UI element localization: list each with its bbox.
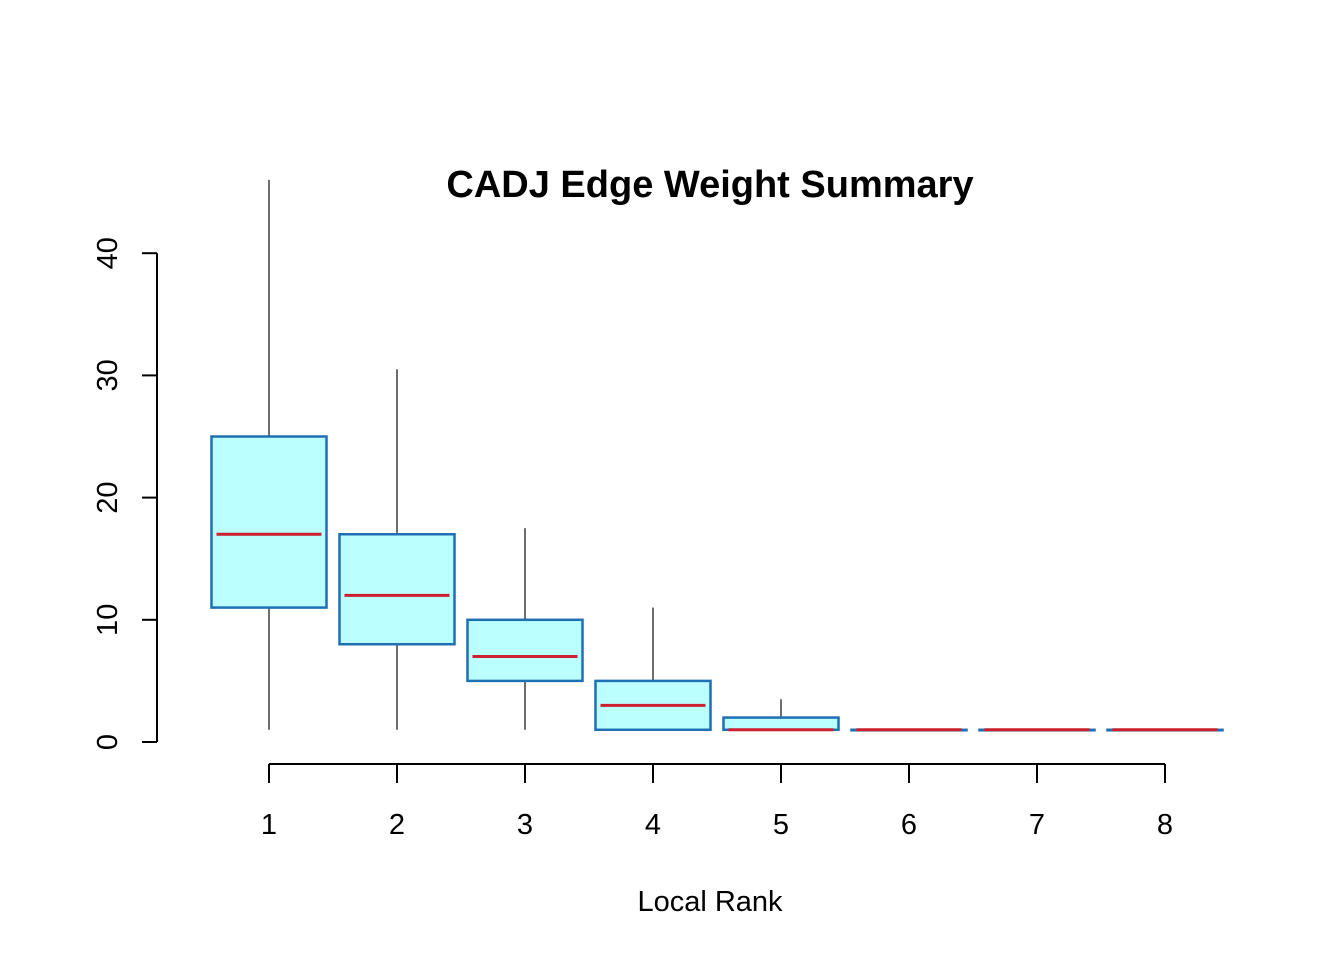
x-axis: 1 2 3 4 5 6 7 8 bbox=[261, 763, 1173, 841]
y-tick-label: 10 bbox=[92, 604, 124, 636]
x-tick-label: 3 bbox=[517, 809, 533, 841]
x-tick-label: 5 bbox=[773, 809, 789, 841]
x-tick-label: 6 bbox=[901, 809, 917, 841]
x-tick-label: 4 bbox=[645, 809, 661, 841]
box-group bbox=[338, 369, 456, 730]
box-group bbox=[850, 728, 968, 732]
box-group bbox=[722, 699, 840, 732]
box bbox=[210, 435, 328, 609]
y-axis: 0 10 20 30 40 bbox=[92, 237, 158, 750]
y-tick-label: 40 bbox=[92, 237, 124, 269]
box-group bbox=[466, 528, 584, 730]
y-tick-label: 20 bbox=[92, 481, 124, 513]
box bbox=[722, 716, 840, 732]
box-group bbox=[210, 179, 328, 730]
y-tick-label: 0 bbox=[92, 734, 124, 750]
box-group bbox=[594, 607, 712, 732]
x-tick-label: 2 bbox=[389, 809, 405, 841]
plot-area bbox=[210, 179, 1224, 732]
x-tick-label: 1 bbox=[261, 809, 277, 841]
x-axis-label: Local Rank bbox=[637, 886, 783, 918]
box bbox=[338, 533, 456, 646]
box-group bbox=[1106, 728, 1224, 732]
y-tick-label: 30 bbox=[92, 359, 124, 391]
chart-title: CADJ Edge Weight Summary bbox=[446, 164, 973, 206]
box-group bbox=[978, 728, 1096, 732]
x-tick-label: 7 bbox=[1029, 809, 1045, 841]
x-tick-label: 8 bbox=[1157, 809, 1173, 841]
box bbox=[466, 618, 584, 683]
